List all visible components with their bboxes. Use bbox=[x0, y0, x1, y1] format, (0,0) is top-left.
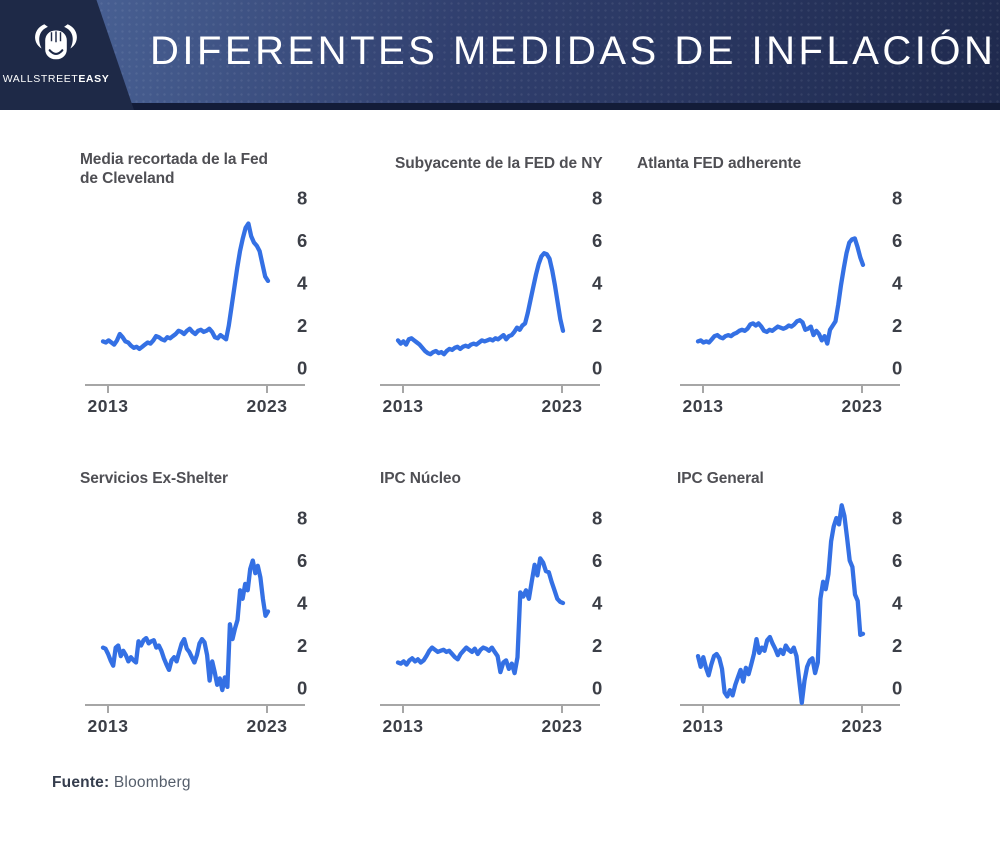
x-axis-tick-label: 2023 bbox=[542, 396, 583, 416]
line-chart-atlanta-fed-sticky: 2013 2023 8 6 4 2 0 bbox=[680, 188, 903, 416]
chart-panel-ny-fed-core: Subyacente de la FED de NY 2013 2023 8 6 4 2 0 bbox=[375, 140, 625, 425]
x-axis-tick-label: 2013 bbox=[683, 716, 724, 736]
y-axis-label: 8 bbox=[592, 508, 602, 529]
y-axis-label: 0 bbox=[297, 678, 307, 699]
data-line bbox=[395, 251, 566, 357]
y-axis-label: 6 bbox=[297, 550, 307, 571]
brand-wordmark: WALLSTREETEASY bbox=[3, 73, 110, 85]
chart-panel-services-ex-shelter: Servicios Ex-Shelter 2013 2023 8 6 4 2 0 bbox=[80, 460, 330, 745]
x-axis-tick-label: 2013 bbox=[383, 716, 424, 736]
y-axis-label: 2 bbox=[592, 315, 602, 336]
x-axis-tick-label: 2013 bbox=[88, 396, 129, 416]
y-axis-label: 0 bbox=[297, 358, 307, 379]
source-label: Fuente: bbox=[52, 774, 110, 791]
chart-title: IPC General bbox=[677, 470, 764, 487]
y-axis-label: 6 bbox=[892, 230, 902, 251]
x-axis-tick-label: 2023 bbox=[247, 396, 288, 416]
chart-title: Subyacente de la FED de NY bbox=[395, 155, 603, 172]
x-axis-tick-label: 2023 bbox=[542, 716, 583, 736]
line-chart-services-ex-shelter: 2013 2023 8 6 4 2 0 bbox=[85, 508, 308, 736]
y-axis-label: 4 bbox=[892, 273, 903, 294]
header-banner: DIFERENTES MEDIDAS DE INFLACIÓN WALLSTRE… bbox=[0, 0, 1000, 110]
x-axis-tick-label: 2013 bbox=[383, 396, 424, 416]
source-note: Fuente: Bloomberg bbox=[52, 774, 191, 792]
y-axis-label: 0 bbox=[892, 358, 902, 379]
brand-logo: WALLSTREETEASY bbox=[3, 22, 109, 85]
brand-suffix: EASY bbox=[78, 73, 110, 85]
y-axis-label: 6 bbox=[592, 550, 602, 571]
data-line bbox=[395, 556, 566, 676]
y-axis-label: 6 bbox=[892, 550, 902, 571]
x-axis-tick-label: 2013 bbox=[88, 716, 129, 736]
chart-panel-cleveland-trimmed-mean: Media recortada de la Fed de Cleveland 2… bbox=[80, 140, 330, 425]
x-axis-tick-label: 2023 bbox=[842, 396, 883, 416]
y-axis-label: 4 bbox=[592, 273, 603, 294]
data-line bbox=[695, 236, 866, 346]
bull-logo-icon bbox=[35, 24, 77, 60]
header-bottom-strip bbox=[0, 103, 1000, 110]
y-axis-label: 8 bbox=[892, 188, 902, 209]
y-axis-label: 4 bbox=[297, 593, 308, 614]
y-axis-label: 2 bbox=[297, 315, 307, 336]
y-axis-label: 0 bbox=[592, 678, 602, 699]
line-chart-cpi-headline: 2013 2023 8 6 4 2 0 bbox=[680, 503, 903, 736]
y-axis-label: 8 bbox=[592, 188, 602, 209]
chart-title: Media recortada de la Fed de Cleveland bbox=[80, 151, 268, 188]
source-value: Bloomberg bbox=[113, 774, 191, 791]
x-axis-tick-label: 2023 bbox=[842, 716, 883, 736]
data-line bbox=[100, 221, 271, 352]
y-axis-label: 8 bbox=[297, 508, 307, 529]
header-dot-texture bbox=[0, 0, 1000, 110]
y-axis-label: 6 bbox=[297, 230, 307, 251]
chart-panel-atlanta-fed-sticky: Atlanta FED adherente 2013 2023 8 6 4 2 0 bbox=[637, 140, 925, 425]
chart-title: Servicios Ex-Shelter bbox=[80, 470, 228, 487]
y-axis-label: 8 bbox=[892, 508, 902, 529]
y-axis-label: 2 bbox=[592, 635, 602, 656]
chart-panel-cpi-headline: IPC General 2013 2023 8 6 4 2 0 bbox=[675, 460, 925, 745]
y-axis-label: 2 bbox=[297, 635, 307, 656]
y-axis-label: 4 bbox=[297, 273, 308, 294]
y-axis-label: 6 bbox=[592, 230, 602, 251]
page-title: DIFERENTES MEDIDAS DE INFLACIÓN bbox=[150, 28, 997, 73]
chart-panel-cpi-core: IPC Núcleo 2013 2023 8 6 4 2 0 bbox=[375, 460, 625, 745]
y-axis-label: 4 bbox=[892, 593, 903, 614]
y-axis-label: 2 bbox=[892, 315, 902, 336]
data-line bbox=[695, 503, 866, 706]
y-axis-label: 0 bbox=[892, 678, 902, 699]
line-chart-ny-fed-core: 2013 2023 8 6 4 2 0 bbox=[380, 188, 603, 416]
data-line bbox=[100, 558, 271, 693]
chart-title: Atlanta FED adherente bbox=[637, 155, 802, 172]
brand-prefix: WALLSTREET bbox=[2, 73, 79, 85]
line-chart-cleveland-trimmed-mean: 2013 2023 8 6 4 2 0 bbox=[85, 188, 308, 416]
x-axis-tick-label: 2023 bbox=[247, 716, 288, 736]
x-axis-tick-label: 2013 bbox=[683, 396, 724, 416]
y-axis-label: 2 bbox=[892, 635, 902, 656]
y-axis-label: 8 bbox=[297, 188, 307, 209]
y-axis-label: 0 bbox=[592, 358, 602, 379]
chart-title: IPC Núcleo bbox=[380, 470, 461, 487]
line-chart-cpi-core: 2013 2023 8 6 4 2 0 bbox=[380, 508, 603, 736]
y-axis-label: 4 bbox=[592, 593, 603, 614]
